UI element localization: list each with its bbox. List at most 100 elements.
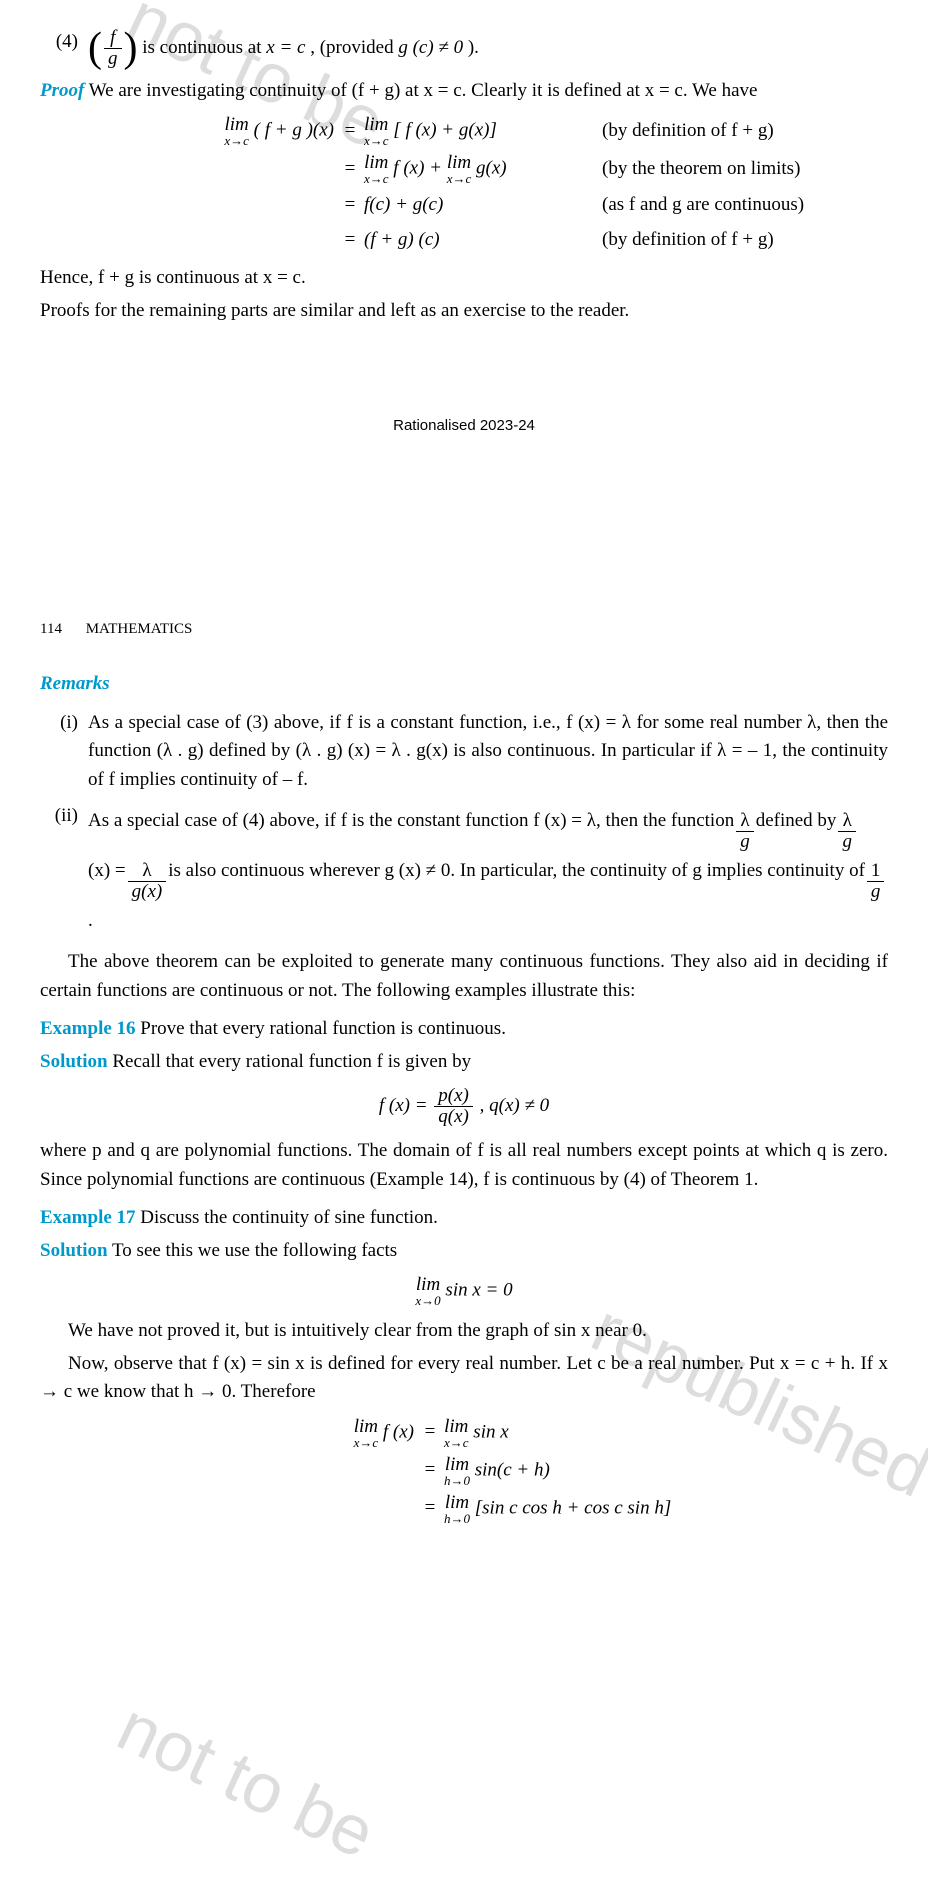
example-16: Example 16 Prove that every rational fun… (40, 1015, 888, 1044)
proof-label: Proof (40, 80, 84, 101)
rii-f1n: λ (736, 811, 754, 832)
page-header: 114 MATHEMATICS (40, 618, 888, 641)
remark-ii-body: As a special case of (4) above, if f is … (88, 802, 888, 940)
page-title: MATHEMATICS (86, 621, 193, 637)
sol17-p1: We have not proved it, but is intuitivel… (40, 1317, 888, 1346)
sol16-text: Recall that every rational function f is… (112, 1051, 471, 1072)
d1r1-rsub: x→c (364, 134, 389, 147)
rii-f3n: λ (128, 861, 167, 882)
sol17-p2: Now, observe that f (x) = sin x is defin… (40, 1350, 888, 1407)
example-17: Example 17 Discuss the continuity of sin… (40, 1204, 888, 1233)
fg-num: f (104, 28, 122, 49)
d2r1-e1: f (x) (383, 1421, 414, 1442)
text-4a: is continuous at (142, 37, 266, 58)
rii-f4d: g (867, 882, 885, 902)
sol17-label: Solution (40, 1240, 108, 1261)
d1r1-eq: = (340, 117, 360, 146)
proofs-remaining: Proofs for the remaining parts are simil… (40, 297, 888, 326)
derivation-1: limx→c ( f + g )(x) = limx→c [ f (x) + g… (40, 115, 888, 254)
sol16-equation: f (x) = p(x)q(x) , q(x) ≠ 0 (40, 1086, 888, 1127)
sol16-after: where p and q are polynomial functions. … (40, 1137, 888, 1194)
body-4: ( f g ) is continuous at x = c , (provid… (88, 28, 888, 69)
sol17-limsub: x→0 (415, 1294, 440, 1307)
rii-f3d: g(x) (128, 882, 167, 902)
d1r2-l2: lim (447, 153, 472, 172)
sol17-limexpr: sin x = 0 (445, 1279, 512, 1300)
sol16-den: q(x) (434, 1107, 473, 1127)
d2r1-l1: lim (354, 1417, 379, 1436)
d1r1-rlim: lim (364, 115, 389, 134)
d1r3-rhs: f(c) + g(c) (360, 191, 590, 220)
d2r1-l2: lim (444, 1417, 469, 1436)
remark-ii: (ii) As a special case of (4) above, if … (40, 802, 888, 940)
d1-row4: = (f + g) (c) (by definition of f + g) (40, 226, 888, 255)
rationalised-footer: Rationalised 2023-24 (40, 415, 888, 438)
d1r2-l1: lim (364, 153, 389, 172)
d1r2-eq: = (340, 155, 360, 184)
solution-17: Solution To see this we use the followin… (40, 1237, 888, 1266)
rii-a: As a special case of (4) above, if f is … (88, 802, 734, 840)
ex17-text: Discuss the continuity of sine function. (140, 1207, 438, 1228)
marker-4: (4) (40, 28, 88, 69)
ex16-text: Prove that every rational function is co… (140, 1018, 506, 1039)
d1r1-sub: x→c (224, 134, 249, 147)
above-theorem-p: The above theorem can be exploited to ge… (40, 948, 888, 1005)
d1r4-note: (by definition of f + g) (590, 226, 888, 255)
text-4b: x = c (266, 37, 305, 58)
sol16-cond: , q(x) ≠ 0 (480, 1095, 550, 1116)
d2r3-eq: = (420, 1494, 440, 1523)
d1r2-e1: f (x) + (393, 158, 446, 179)
d2r3-e: [sin c cos h + cos c sin h] (475, 1497, 671, 1518)
sol17-text: To see this we use the following facts (112, 1240, 397, 1261)
d1r2-e2: g(x) (476, 158, 507, 179)
rii-f2d: g (838, 832, 856, 852)
page-number: 114 (40, 621, 62, 637)
sol17-lim: lim (415, 1275, 440, 1294)
d1-row2: = limx→c f (x) + limx→c g(x) (by the the… (40, 153, 888, 185)
d1-row1: limx→c ( f + g )(x) = limx→c [ f (x) + g… (40, 115, 888, 147)
d1r2-s1: x→c (364, 172, 389, 185)
watermark-bottom: not to be (101, 1675, 392, 1885)
hence-line: Hence, f + g is continuous at x = c. (40, 264, 888, 293)
ex16-label: Example 16 (40, 1018, 136, 1039)
d2-row3: = limh→0 [sin c cos h + cos c sin h] (40, 1493, 888, 1525)
rii-b: defined by (756, 802, 837, 840)
rii-f1d: g (736, 832, 754, 852)
d1r1-lim: lim (224, 115, 249, 134)
d1r1-note: (by definition of f + g) (590, 117, 888, 146)
d2r3-l: lim (444, 1493, 470, 1512)
d1r1-lhs-expr: ( f + g )(x) (254, 120, 334, 141)
d2r1-eq: = (420, 1418, 440, 1447)
remark-i-body: As a special case of (3) above, if f is … (88, 709, 888, 795)
remark-i: (i) As a special case of (3) above, if f… (40, 709, 888, 795)
rii-c: (x) = (88, 852, 126, 890)
d2r2-e: sin(c + h) (475, 1459, 550, 1480)
d2-row1: limx→c f (x) = limx→c sin x (40, 1417, 888, 1449)
proof-paragraph: Proof We are investigating continuity of… (40, 77, 888, 106)
d2r3-s: h→0 (444, 1512, 470, 1525)
rii-e: . (88, 902, 93, 940)
solution-16: Solution Recall that every rational func… (40, 1048, 888, 1077)
d1r3-note: (as f and g are continuous) (590, 191, 888, 220)
d1r2-s2: x→c (447, 172, 472, 185)
rii-f4n: 1 (867, 861, 885, 882)
derivation-2: limx→c f (x) = limx→c sin x = limh→0 sin… (40, 1417, 888, 1525)
text-4d: g (c) ≠ 0 (398, 37, 463, 58)
ex17-label: Example 17 (40, 1207, 136, 1228)
sol16-label: Solution (40, 1051, 108, 1072)
d2r2-s: h→0 (444, 1474, 470, 1487)
remark-ii-marker: (ii) (40, 802, 88, 940)
proof-text: We are investigating continuity of (f + … (89, 80, 758, 101)
remarks-heading: Remarks (40, 670, 888, 699)
text-4c: , (provided (310, 37, 398, 58)
rii-d: is also continuous wherever g (x) ≠ 0. I… (168, 852, 865, 890)
d1r4-eq: = (340, 226, 360, 255)
d1-row3: = f(c) + g(c) (as f and g are continuous… (40, 191, 888, 220)
d2r1-s1: x→c (354, 1436, 379, 1449)
d1r1-rhs-expr: [ f (x) + g(x)] (393, 120, 497, 141)
sol17-limit: limx→0 sin x = 0 (40, 1275, 888, 1307)
fg-den: g (104, 49, 122, 69)
theorem-part-4: (4) ( f g ) is continuous at x = c , (pr… (40, 28, 888, 69)
d1r2-note: (by the theorem on limits) (590, 155, 888, 184)
d2r1-e2: sin x (473, 1421, 508, 1442)
